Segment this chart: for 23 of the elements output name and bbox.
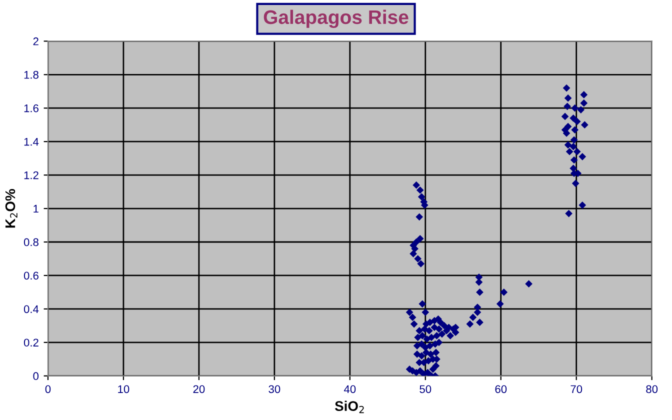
- y-axis-title: K$_{2}$O%: [5, 189, 18, 228]
- y-tick-label: 0: [33, 372, 39, 380]
- x-axis-title: SiO$_{2}$: [334, 400, 364, 414]
- x-tick-label: 40: [344, 385, 356, 394]
- x-tick-label: 50: [420, 385, 432, 394]
- y-tick-label: 2: [33, 37, 38, 46]
- x-tick-label: 30: [268, 385, 280, 394]
- x-tick-label: 60: [495, 385, 507, 394]
- x-tick-label: 20: [193, 385, 205, 394]
- y-tick-label: 1: [34, 204, 38, 213]
- chart-title: Galapagos Rise: [264, 10, 408, 28]
- y-tick-label: 1.8: [24, 70, 38, 79]
- y-tick-label: 0.8: [24, 238, 38, 246]
- y-tick-label: 1.6: [24, 104, 38, 112]
- x-tick-label: 80: [646, 385, 658, 394]
- x-tick-label: 10: [118, 385, 130, 394]
- x-tick-label: 0: [45, 385, 51, 394]
- y-tick-label: 0.2: [24, 338, 38, 347]
- y-tick-label: 1.2: [24, 171, 38, 180]
- y-tick-label: 0.6: [24, 272, 38, 280]
- y-tick-label: 0.4: [24, 305, 39, 314]
- x-tick-label: 70: [570, 385, 582, 394]
- y-tick-label: 1.4: [24, 138, 39, 146]
